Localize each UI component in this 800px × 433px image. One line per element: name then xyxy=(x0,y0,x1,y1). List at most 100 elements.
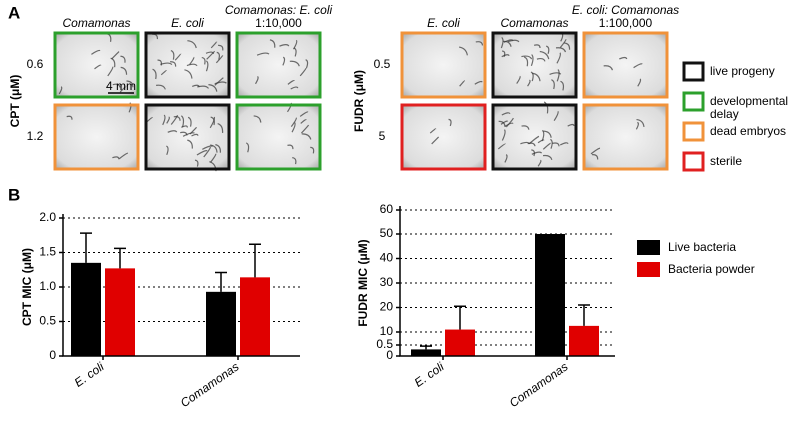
y-axis-label: CPT MIC (μM) xyxy=(20,248,34,326)
worm xyxy=(633,63,643,69)
worm xyxy=(299,67,307,77)
worm xyxy=(203,146,212,158)
plate-image xyxy=(402,33,485,97)
worm xyxy=(110,57,116,68)
worm xyxy=(256,52,270,56)
worm xyxy=(245,142,250,153)
worm xyxy=(107,66,114,77)
y-axis-label: FUDR MIC (μM) xyxy=(356,239,370,326)
worm xyxy=(201,56,206,65)
worm xyxy=(210,144,218,153)
legend-swatch xyxy=(682,91,705,112)
worm xyxy=(603,65,614,71)
worm xyxy=(523,56,529,67)
worm xyxy=(553,110,559,121)
worm xyxy=(186,63,198,67)
plate-image xyxy=(402,105,485,169)
legend-label: dead embryos xyxy=(710,124,786,138)
worm xyxy=(537,139,545,144)
plate-border xyxy=(235,31,322,99)
error-bar xyxy=(80,232,92,263)
worm xyxy=(191,133,199,137)
worm xyxy=(635,121,639,130)
worm xyxy=(152,68,157,80)
worm xyxy=(194,159,199,167)
plate-image xyxy=(493,105,576,169)
legend-swatch xyxy=(637,240,660,255)
worm xyxy=(527,79,531,87)
worm xyxy=(521,55,533,60)
worm xyxy=(501,112,511,116)
bar xyxy=(105,268,135,356)
worm xyxy=(590,147,601,155)
error-bar xyxy=(454,305,466,330)
worm xyxy=(530,54,534,67)
plate-border xyxy=(144,31,231,99)
worm xyxy=(546,45,550,55)
worm xyxy=(180,115,185,128)
worm xyxy=(619,56,628,60)
worm xyxy=(255,76,259,85)
bar xyxy=(411,349,441,356)
plate-image xyxy=(493,33,576,97)
worm xyxy=(500,120,509,125)
worm xyxy=(531,149,536,157)
worm xyxy=(167,130,178,133)
worm xyxy=(555,47,567,53)
row-label: 0.5 xyxy=(374,57,391,71)
panel-letter: B xyxy=(8,185,20,204)
worm xyxy=(530,71,534,82)
worm xyxy=(58,86,63,95)
worm xyxy=(636,118,645,128)
y-tick-label: 0.5 xyxy=(39,314,56,328)
column-label: Comamonas: E. coli xyxy=(225,3,333,17)
axis-line xyxy=(62,214,300,357)
worm xyxy=(533,44,541,49)
error-bar xyxy=(249,243,261,278)
worm xyxy=(531,151,543,155)
worm xyxy=(174,53,182,61)
worm xyxy=(189,56,195,65)
worm xyxy=(287,144,294,150)
column-label: Comamonas xyxy=(62,16,130,30)
worm xyxy=(567,123,575,127)
worm xyxy=(196,150,208,156)
worm xyxy=(214,81,227,85)
worm xyxy=(559,142,569,146)
legend-label: live progeny xyxy=(710,64,775,78)
worm xyxy=(527,142,536,147)
legend-label: delay xyxy=(710,107,739,121)
plate-image xyxy=(146,105,229,169)
worm xyxy=(300,124,310,134)
worm xyxy=(543,130,552,138)
worm xyxy=(507,39,520,43)
column-label: E. coli: Comamonas xyxy=(572,3,679,17)
worm xyxy=(173,116,181,121)
worm xyxy=(290,117,297,127)
worm xyxy=(458,46,468,56)
worm xyxy=(187,116,192,127)
y-tick-label: 50 xyxy=(380,226,394,240)
bar xyxy=(71,262,101,356)
worm xyxy=(549,72,562,75)
worm xyxy=(253,115,262,123)
worm xyxy=(282,56,286,66)
plate-border xyxy=(491,103,578,171)
row-axis-label: CPT (μM) xyxy=(8,75,22,128)
worm xyxy=(501,129,506,141)
worm xyxy=(166,116,170,124)
worm xyxy=(301,133,312,140)
worm xyxy=(429,128,437,134)
worm xyxy=(111,51,120,60)
plate-border xyxy=(400,103,487,171)
worm xyxy=(552,142,560,147)
legend-label: sterile xyxy=(710,154,742,168)
worm xyxy=(475,41,484,46)
worm xyxy=(162,114,166,126)
y-tick-label: 0.5 xyxy=(376,337,393,351)
worm xyxy=(550,138,553,149)
worm xyxy=(170,50,175,60)
plate-image xyxy=(55,33,138,97)
worm xyxy=(91,49,101,55)
